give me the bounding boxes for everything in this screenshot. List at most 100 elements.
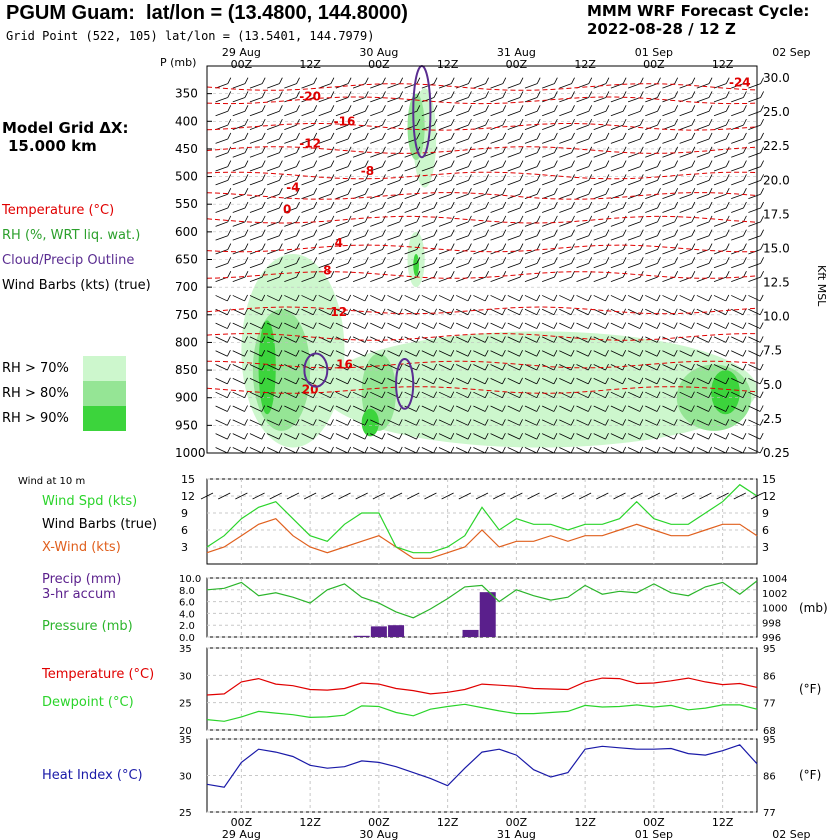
bottom-hour-label: 12Z: [299, 816, 321, 829]
wind-barb: [421, 235, 435, 241]
wind-barb: [318, 138, 332, 144]
wind-barb: [421, 110, 435, 117]
wind-barb: [438, 350, 451, 357]
wind-barb-flag: [330, 243, 335, 250]
legend-dewpoint: Dewpoint (°C): [42, 695, 134, 710]
wind-barb-flag: [330, 257, 335, 264]
wind-barb: [627, 350, 641, 357]
wind-barb: [524, 166, 538, 172]
wind-barb-flag: [691, 432, 695, 440]
wind-barb-flag: [467, 322, 472, 329]
wind-barb: [524, 110, 538, 117]
wind-barb-flag: [244, 174, 249, 181]
wind-barb: [507, 336, 520, 343]
wind-barb-flag: [639, 243, 644, 250]
heat-index-line: [206, 744, 758, 788]
wind-barb-flag: [416, 174, 421, 181]
wind-barb: [387, 447, 400, 454]
wind-barb: [713, 378, 726, 385]
wind-barb: [318, 447, 331, 454]
wind-barb: [284, 235, 297, 241]
wind-barb-flag: [674, 160, 679, 167]
wind-barb: [232, 262, 246, 269]
wind-barb: [524, 276, 538, 282]
wind-barb-flag: [433, 419, 437, 426]
wind-barb: [696, 110, 710, 117]
wind-barb-flag: [502, 91, 507, 98]
wind-barb: [559, 322, 572, 329]
wind-barb: [559, 110, 572, 117]
wind-barb-flag: [296, 188, 300, 195]
wind-barb-flag: [450, 105, 455, 112]
wind-barb-flag: [657, 77, 661, 84]
wind-barb: [438, 336, 451, 343]
wind-barb: [645, 433, 658, 440]
wind-barb-flag: [261, 419, 266, 426]
wind-barb: [438, 378, 451, 385]
wind-barb: [542, 235, 555, 241]
wind-barb: [662, 295, 675, 302]
wind-barb-flag: [519, 419, 523, 426]
wind-barb: [335, 166, 349, 172]
wind-barb-flag: [227, 294, 231, 302]
wind-barb-flag: [519, 118, 524, 126]
wind-barb: [559, 83, 572, 89]
wind-barb-flag: [347, 257, 352, 264]
wind-barb-flag: [725, 446, 730, 454]
wind-barb: [456, 262, 469, 269]
surface-wind-barb: [252, 492, 265, 500]
wind-barb: [662, 378, 675, 385]
wind-barb: [456, 391, 469, 399]
wind-barb-flag: [330, 432, 334, 440]
wind-barb-flag: [416, 363, 420, 371]
wind-barb: [387, 221, 400, 227]
wind-barb-flag: [570, 322, 575, 329]
wind-barb: [627, 221, 641, 227]
wind-barb: [301, 235, 314, 241]
wind-barb-flag: [261, 257, 266, 264]
height-tick-label: 10.0: [763, 310, 790, 324]
wind-barb: [627, 433, 641, 440]
wind-barb: [232, 447, 245, 454]
wind-barb: [438, 207, 452, 213]
wind-barb: [318, 350, 331, 357]
isotherm: [206, 244, 758, 253]
bottom-hour-label: 12Z: [712, 816, 734, 829]
wind-barb-flag: [519, 174, 524, 181]
pressure-tick-label: 850: [175, 363, 198, 377]
wind-barb-flag: [502, 432, 506, 440]
wind-barb: [679, 207, 693, 213]
wind-barb: [696, 433, 709, 440]
wind-barb-flag: [295, 432, 300, 440]
wind-barb-flag: [227, 215, 232, 223]
wind-barb: [713, 433, 726, 440]
wind-barb-flag: [433, 105, 438, 112]
wind-barb: [645, 322, 658, 329]
wind-barb: [696, 350, 709, 357]
wind-barb-flag: [416, 336, 420, 343]
temperature-line: [206, 677, 758, 696]
wind-barb-flag: [485, 91, 489, 98]
wind-barb-flag: [622, 419, 627, 426]
wind-barb: [731, 262, 744, 269]
wind-barb: [645, 378, 658, 385]
wind-barb-flag: [330, 322, 334, 329]
wind-barb: [507, 295, 520, 302]
wind-barb-flag: [536, 294, 541, 302]
wind-barb: [232, 276, 246, 282]
wind-barb-flag: [330, 132, 335, 140]
wind-barb: [524, 193, 538, 200]
wind-barb-flag: [278, 350, 283, 357]
wind-barb-flag: [571, 160, 575, 167]
wind-barb: [421, 295, 434, 302]
wind-barb: [456, 193, 469, 200]
wind-barb-flag: [467, 432, 472, 440]
surface-wind-barb: [424, 492, 437, 500]
wind-barb: [232, 419, 245, 426]
cloud-outline: [395, 358, 415, 410]
height-tick-label: 2.5: [763, 412, 782, 426]
wind-barb-flag: [467, 391, 472, 398]
wind-barb: [610, 124, 624, 130]
surface-wind-barb: [458, 492, 471, 500]
wind-barb: [249, 180, 263, 186]
